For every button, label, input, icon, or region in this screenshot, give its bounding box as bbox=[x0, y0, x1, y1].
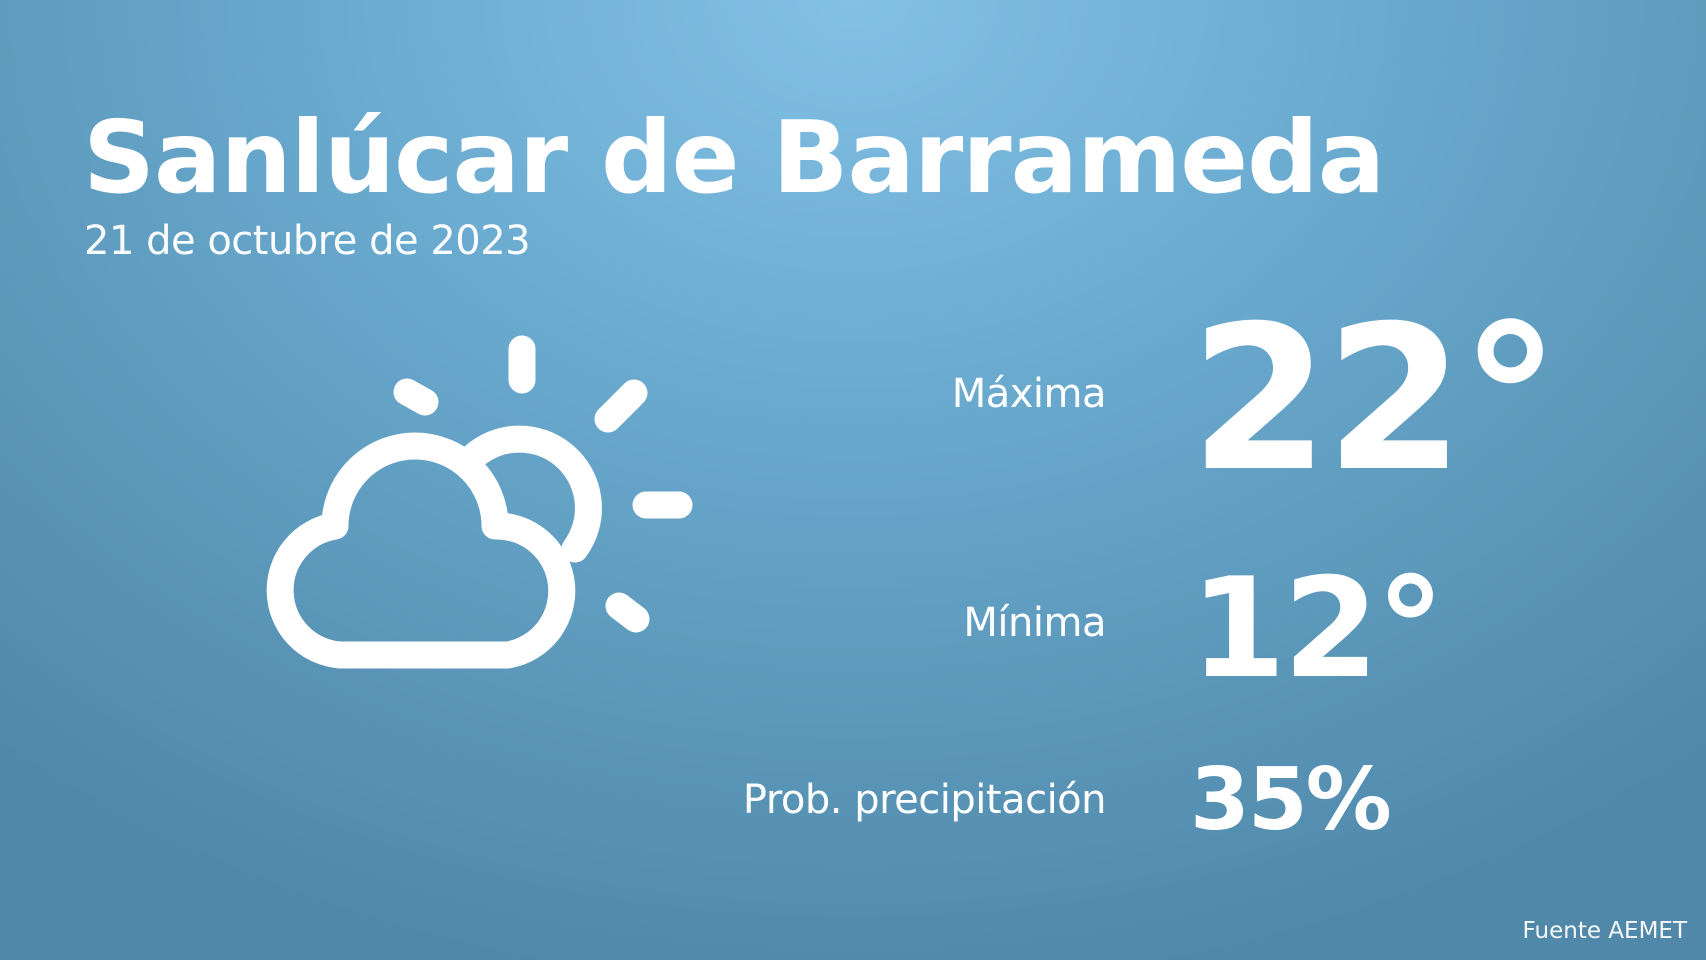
max-temp-value: 22° bbox=[1190, 283, 1560, 516]
min-temp-value: 12° bbox=[1190, 548, 1445, 709]
forecast-date: 21 de octubre de 2023 bbox=[84, 218, 531, 264]
sun-ray-upper-left bbox=[393, 378, 439, 416]
partly-cloudy-icon bbox=[266, 335, 693, 669]
sun-ray-upper-right bbox=[594, 379, 648, 433]
sun-ray-lower-right bbox=[605, 592, 650, 633]
precip-value: 35% bbox=[1190, 750, 1392, 850]
cloud-shape bbox=[266, 432, 576, 669]
max-temp-label: Máxima bbox=[951, 371, 1107, 417]
min-temp-label: Mínima bbox=[963, 600, 1106, 646]
precip-label: Prob. precipitación bbox=[742, 777, 1107, 823]
location-title: Sanlúcar de Barrameda bbox=[83, 99, 1385, 216]
source-credit: Fuente AEMET bbox=[1522, 918, 1687, 944]
sun-arc bbox=[455, 425, 602, 563]
